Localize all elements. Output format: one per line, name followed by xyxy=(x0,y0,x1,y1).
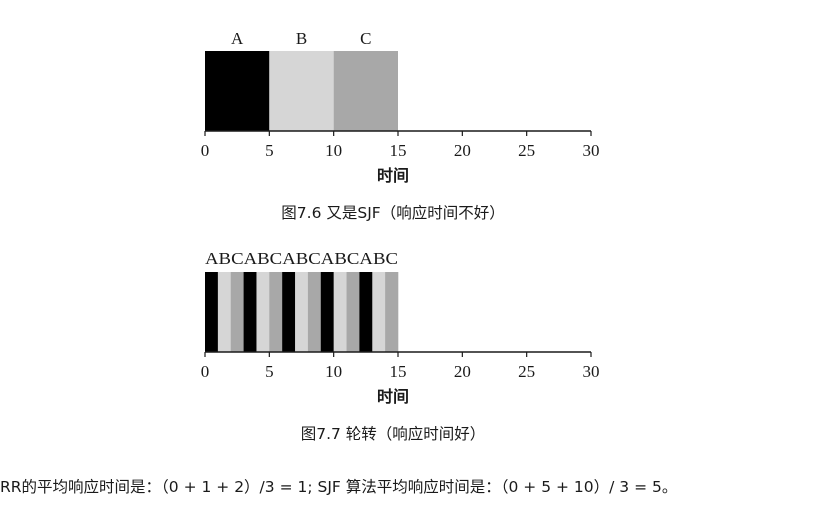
chart1-bar-a xyxy=(205,51,270,131)
chart1-tick-label: 30 xyxy=(583,141,600,160)
chart1-tick-label: 10 xyxy=(325,141,342,160)
chart1-tick-label: 20 xyxy=(454,141,471,160)
chart2-tick-label: 5 xyxy=(265,362,274,381)
chart2-slice-a xyxy=(282,272,296,352)
chart1-tick-label: 15 xyxy=(390,141,407,160)
chart2-slice-b xyxy=(295,272,309,352)
chart1-bar-c xyxy=(333,51,398,131)
chart1-segment-label: C xyxy=(360,29,371,48)
chart1-tick-label: 25 xyxy=(518,141,535,160)
chart1-x-axis-label: 时间 xyxy=(377,166,409,185)
chart2-slice-a xyxy=(243,272,257,352)
chart1-tick-label: 5 xyxy=(265,141,274,160)
chart2-tick-label: 15 xyxy=(390,362,407,381)
chart2-tick-label: 25 xyxy=(518,362,535,381)
chart1-tick-label: 0 xyxy=(201,141,210,160)
chart2-tick-label: 20 xyxy=(454,362,471,381)
chart2-tick-label: 0 xyxy=(201,362,210,381)
chart1-segment-label: A xyxy=(231,29,244,48)
chart1-title: 图7.6 又是SJF（响应时间不好） xyxy=(281,203,504,222)
chart2-slice-a xyxy=(320,272,334,352)
chart1-bar-b xyxy=(269,51,334,131)
chart2-slice-b xyxy=(217,272,232,352)
chart2-slice-b xyxy=(256,272,270,352)
chart2-tick-label: 10 xyxy=(325,362,342,381)
chart2-slice-c xyxy=(230,272,244,352)
chart1-segment-label: B xyxy=(296,29,307,48)
chart2-slice-a xyxy=(205,272,219,352)
chart2-x-axis-label: 时间 xyxy=(377,387,409,406)
chart2-title: 图7.7 轮转（响应时间好） xyxy=(301,424,486,443)
chart2-slice-c xyxy=(385,272,399,352)
footnote: RR的平均响应时间是：（0 + 1 + 2）/3 = 1; SJF 算法平均响应… xyxy=(0,478,678,496)
chart2-slice-c xyxy=(269,272,283,352)
chart2-tick-label: 30 xyxy=(583,362,600,381)
chart2-slice-c xyxy=(307,272,322,352)
chart2-slice-c xyxy=(346,272,360,352)
chart2-segment-labels: ABCABCABCABCABC xyxy=(205,249,398,268)
chart2-slice-b xyxy=(333,272,347,352)
chart2-slice-b xyxy=(372,272,386,352)
chart2-slice-a xyxy=(359,272,373,352)
